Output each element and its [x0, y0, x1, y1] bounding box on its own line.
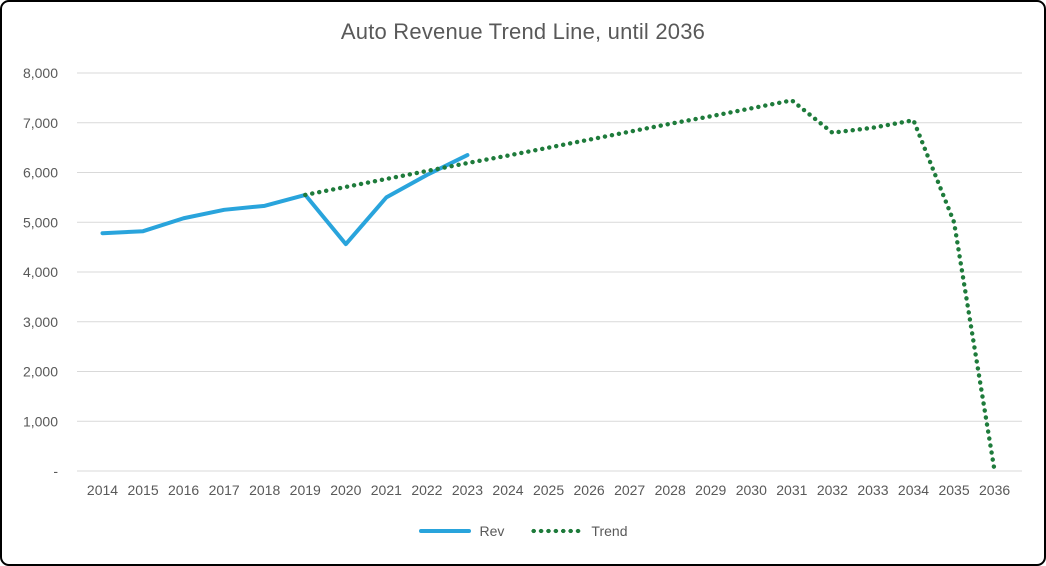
legend-dotted-line-swatch: [530, 528, 583, 534]
x-axis-tick-label: 2019: [290, 482, 321, 498]
x-axis-tick-label: 2028: [655, 482, 686, 498]
x-axis-tick-label: 2032: [817, 482, 848, 498]
y-axis-tick-label: 7,000: [23, 115, 58, 131]
y-axis-tick-label: 1,000: [23, 413, 58, 429]
legend-label: Rev: [479, 523, 505, 539]
x-axis-tick-label: 2015: [127, 482, 158, 498]
y-axis-tick-label: 3,000: [23, 314, 58, 330]
legend-label: Trend: [591, 523, 628, 539]
x-axis-tick-label: 2017: [209, 482, 240, 498]
series-line-rev[interactable]: [100, 153, 470, 247]
x-axis-tick-label: 2031: [776, 482, 807, 498]
legend-item-trend[interactable]: Trend: [530, 523, 627, 539]
x-axis-tick-label: 2026: [574, 482, 605, 498]
x-axis-tick-label: 2027: [614, 482, 645, 498]
y-axis-tick-label: 4,000: [23, 264, 58, 280]
legend-item-rev[interactable]: Rev: [418, 523, 505, 539]
x-axis-tick-label: 2018: [249, 482, 280, 498]
x-axis-tick-label: 2033: [857, 482, 888, 498]
x-axis-tick-label: 2024: [492, 482, 523, 498]
x-axis-tick-label: 2021: [371, 482, 402, 498]
x-axis-tick-label: 2029: [695, 482, 726, 498]
x-axis-tick-label: 2016: [168, 482, 199, 498]
x-axis-tick-label: 2020: [330, 482, 361, 498]
x-axis-tick-label: 2034: [898, 482, 929, 498]
x-axis-tick-label: 2036: [979, 482, 1010, 498]
legend-solid-line-swatch: [418, 529, 471, 533]
y-axis-tick-label: 8,000: [23, 65, 58, 81]
x-axis-tick-label: 2025: [533, 482, 564, 498]
x-axis-tick-label: 2030: [736, 482, 767, 498]
y-axis-tick-label: 2,000: [23, 364, 58, 380]
x-axis-tick-label: 2023: [452, 482, 483, 498]
x-axis-tick-label: 2022: [411, 482, 442, 498]
series-line-trend[interactable]: [303, 98, 997, 474]
chart-legend: Rev Trend: [0, 523, 1046, 539]
x-axis-tick-label: 2035: [938, 482, 969, 498]
y-axis-tick-label: 6,000: [23, 165, 58, 181]
y-axis-tick-label: 5,000: [23, 214, 58, 230]
chart-title[interactable]: Auto Revenue Trend Line, until 2036: [340, 19, 706, 44]
x-axis-tick-label: 2014: [87, 482, 118, 498]
y-axis-tick-label: -: [53, 463, 58, 479]
